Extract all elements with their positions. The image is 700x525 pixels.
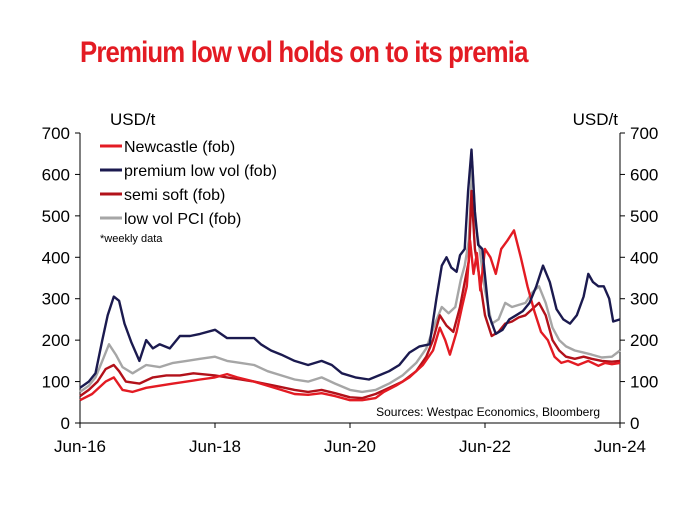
y-right-tick-label: 100	[630, 373, 658, 392]
y-right-tick-label: 300	[630, 290, 658, 309]
y-left-tick-label: 0	[61, 414, 70, 433]
series-line-newcastle-fob	[79, 229, 621, 402]
y-left-unit-label: USD/t	[110, 110, 156, 129]
y-left-tick-label: 100	[42, 373, 70, 392]
x-tick-label: Jun-24	[594, 437, 646, 456]
source-note: Sources: Westpac Economics, Bloomberg	[376, 405, 600, 419]
y-left-tick-label: 700	[42, 124, 70, 143]
y-right-tick-label: 700	[630, 124, 658, 143]
y-left-tick-label: 500	[42, 207, 70, 226]
x-tick-label: Jun-18	[189, 437, 241, 456]
y-right-tick-label: 400	[630, 248, 658, 267]
series-line-low-vol-pci-fob	[79, 160, 621, 394]
legend-label-semi-soft-fob: semi soft (fob)	[124, 187, 225, 204]
x-tick-label: Jun-16	[54, 437, 106, 456]
series-line-semi-soft-fob	[79, 189, 621, 400]
legend-label-newcastle-fob: Newcastle (fob)	[124, 139, 235, 156]
y-right-tick-label: 500	[630, 207, 658, 226]
legend-label-premium-low-vol-fob: premium low vol (fob)	[124, 163, 277, 180]
x-tick-label: Jun-20	[324, 437, 376, 456]
y-right-tick-label: 0	[630, 414, 639, 433]
legend-label-low-vol-pci-fob: low vol PCI (fob)	[124, 211, 241, 228]
y-right-unit-label: USD/t	[573, 110, 619, 129]
weekly-data-note: *weekly data	[100, 233, 163, 245]
y-right-tick-label: 200	[630, 331, 658, 350]
y-left-tick-label: 400	[42, 248, 70, 267]
y-left-tick-label: 200	[42, 331, 70, 350]
chart-title: Premium low vol holds on to its premia	[80, 36, 528, 69]
y-right-tick-label: 600	[630, 165, 658, 184]
y-left-tick-label: 300	[42, 290, 70, 309]
series-line-premium-low-vol-fob	[79, 148, 621, 389]
y-left-tick-label: 600	[42, 165, 70, 184]
x-tick-label: Jun-22	[459, 437, 511, 456]
